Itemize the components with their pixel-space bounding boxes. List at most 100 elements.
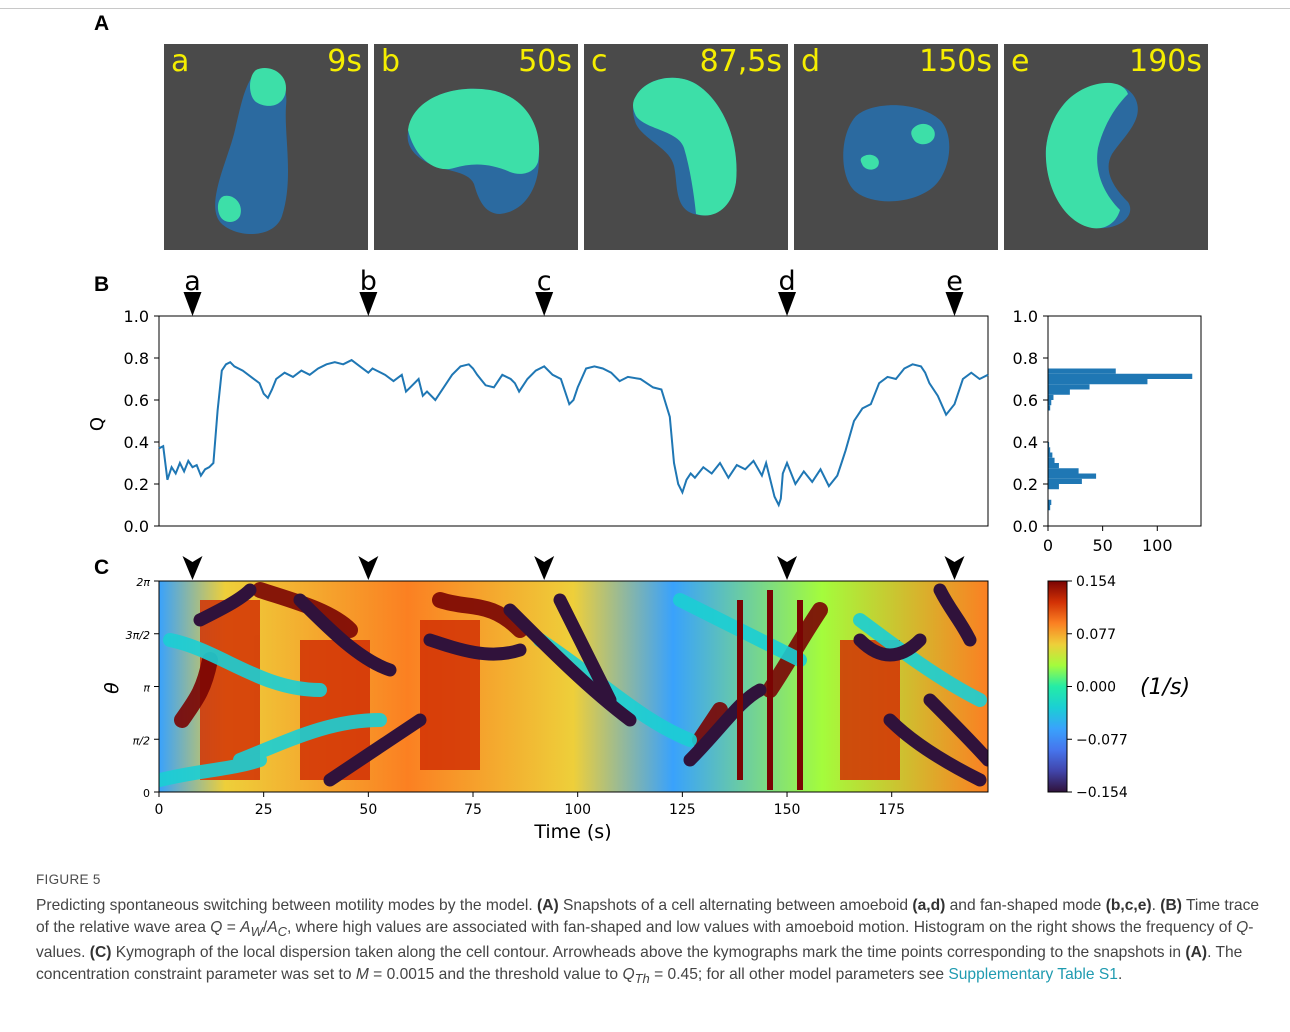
caption-fragment: . [1151, 897, 1161, 914]
caption-fragment: . The concentration constraint parameter… [36, 944, 1243, 983]
kymo-x-tick-label: 125 [669, 802, 696, 818]
colorbar-tick-label: −0.077 [1076, 732, 1128, 748]
caption-fragment: C [277, 923, 287, 939]
hist-bar [1048, 373, 1193, 379]
marker-arrowhead [945, 292, 964, 316]
snapshot-time-e: 190s [1129, 44, 1202, 79]
figure-title: FIGURE 5 [36, 872, 101, 887]
snapshot-letter-c: c [591, 44, 608, 79]
hist-bar [1048, 478, 1082, 484]
snapshot-e: e 190s [1004, 44, 1208, 250]
cell-shape-a [215, 68, 289, 235]
hist-bar [1048, 463, 1059, 469]
hist-bar [1048, 457, 1055, 463]
y-tick-label: 1.0 [124, 307, 149, 326]
colorbar-unit: (1/s) [1140, 675, 1190, 700]
kymo-y-tick-label: π [143, 682, 150, 695]
kymo-marker-arrowhead [358, 556, 379, 580]
hist-bar [1048, 442, 1050, 448]
kymo-x-tick-label: 150 [774, 802, 801, 818]
caption-fragment: M [355, 965, 369, 983]
caption-fragment: Q [622, 965, 635, 983]
caption-fragment: Q [1236, 918, 1249, 936]
colorbar-frame [1047, 580, 1068, 793]
cell-shape-d [843, 105, 950, 202]
colorbar-tick-label: 0.154 [1076, 574, 1116, 590]
hist-bar [1048, 389, 1070, 395]
caption-fragment: = [222, 918, 241, 936]
caption-fragment: and fan-shaped mode [945, 897, 1106, 914]
snapshot-time-a: 9s [327, 44, 362, 79]
snapshot-a: a 9s [164, 44, 368, 250]
hist-bar [1048, 368, 1116, 374]
hist-y-tick-label: 1.0 [1013, 307, 1038, 326]
kymo-x-tick-label: 0 [155, 802, 164, 818]
kymo-x-tick-label: 75 [464, 802, 482, 818]
cell-shape-e [1045, 82, 1138, 229]
kymo-x-tick-label: 25 [255, 802, 273, 818]
hist-y-tick-label: 0.6 [1013, 391, 1038, 410]
hist-y-tick-label: 0.4 [1013, 433, 1038, 452]
hist-bar [1048, 473, 1097, 479]
caption-fragment: Q [210, 918, 223, 936]
figure-caption: FIGURE 5 Predicting spontaneous switchin… [36, 872, 1266, 989]
colorbar-tick-label: 0.000 [1076, 680, 1116, 696]
caption-fragment: (A) [537, 897, 559, 914]
supplementary-link[interactable]: Supplementary Table S1 [948, 965, 1118, 983]
cell-shape-b [407, 88, 540, 214]
caption-fragment: (A) [1185, 944, 1208, 962]
snapshot-letter-e: e [1011, 44, 1030, 79]
y-tick-label: 0.0 [124, 517, 149, 536]
snapshot-letter-d: d [801, 44, 821, 79]
marker-label-c: c [537, 266, 552, 297]
y-tick-label: 0.4 [124, 433, 149, 452]
colorbar-gradient [1048, 581, 1067, 792]
marker-arrowhead [359, 292, 378, 316]
hist-bar [1048, 452, 1053, 458]
hist-bar [1048, 484, 1059, 490]
kymo-y-tick-label: 0 [143, 787, 150, 800]
caption-fragment: (a,d) [912, 897, 946, 914]
panel-label-a: A [94, 12, 110, 35]
hist-bar [1048, 505, 1051, 511]
hist-bar [1048, 405, 1051, 411]
colorbar: 0.154 0.077 0.000 −0.077 −0.154 (1/s) [1047, 574, 1190, 801]
kymo-marker-arrowhead [944, 556, 965, 580]
marker-label-d: d [778, 266, 795, 297]
kymograph: 0 25 50 75 100 125 150 175 0 π/2 π 3π/2 2π θ Time (s) [101, 556, 989, 843]
kymo-x-tick-label: 50 [359, 802, 377, 818]
figure-canvas: 0.0 0.2 0.4 0.6 0.8 1.0 Qa b c d e 0.0 0.2 0.4 0.6 0.8… [87, 266, 1202, 843]
kymo-x-axis-label: Time (s) [533, 821, 611, 843]
y-axis-label: Q [87, 417, 108, 431]
caption-fragment: = 0.0015 and the threshold value to [368, 965, 623, 983]
hist-bar [1048, 394, 1054, 400]
y-tick-label: 0.2 [124, 475, 149, 494]
kymo-y-tick-label: π/2 [133, 734, 150, 747]
snapshot-time-d: 150s [919, 44, 992, 79]
hist-x-tick-label: 50 [1092, 536, 1112, 555]
q-histogram: 0.0 0.2 0.4 0.6 0.8 1.0 0 50 100 [1013, 307, 1202, 555]
caption-fragment: (B) [1160, 897, 1182, 914]
caption-fragment: = 0.45; for all other model parameters s… [649, 965, 949, 983]
q-series-line [158, 358, 989, 508]
kymo-marker-arrowhead [777, 556, 798, 580]
snapshot-time-c: 87,5s [699, 44, 782, 79]
kymo-y-axis-label: θ [101, 682, 123, 694]
hist-bar [1048, 400, 1052, 406]
caption-fragment: . [1117, 965, 1123, 983]
marker-arrowhead [778, 292, 797, 316]
panel-label-c: C [94, 556, 110, 579]
caption-text: Predicting spontaneous switching between… [36, 895, 1266, 989]
marker-label-e: e [946, 266, 963, 297]
caption-fragment: (C) [89, 944, 112, 962]
hist-x-tick-label: 0 [1043, 536, 1053, 555]
cell-shape-c [633, 77, 737, 216]
caption-fragment: , where high values are associated with … [286, 918, 1237, 936]
marker-label-b: b [360, 266, 377, 297]
caption-fragment: Snapshots of a cell alternating between … [558, 897, 913, 914]
snapshot-time-b: 50s [518, 44, 572, 79]
snapshot-d: d 150s [794, 44, 998, 250]
snapshot-b: b 50s [374, 44, 578, 250]
hist-bar [1048, 499, 1052, 505]
y-tick-label: 0.8 [124, 349, 149, 368]
